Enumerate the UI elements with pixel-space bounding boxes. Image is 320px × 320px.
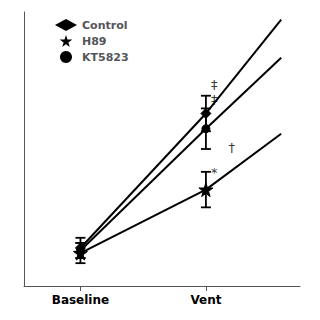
svg-text:Control: Control: [82, 19, 127, 32]
svg-text:KT5823: KT5823: [82, 51, 129, 64]
svg-text:‡: ‡: [211, 92, 218, 107]
svg-text:†: †: [228, 140, 235, 155]
svg-text:Baseline: Baseline: [52, 293, 109, 307]
svg-text:Vent: Vent: [190, 293, 221, 307]
svg-text:H89: H89: [82, 35, 107, 48]
svg-text:*: *: [211, 165, 218, 180]
svg-text:‡: ‡: [211, 77, 218, 92]
